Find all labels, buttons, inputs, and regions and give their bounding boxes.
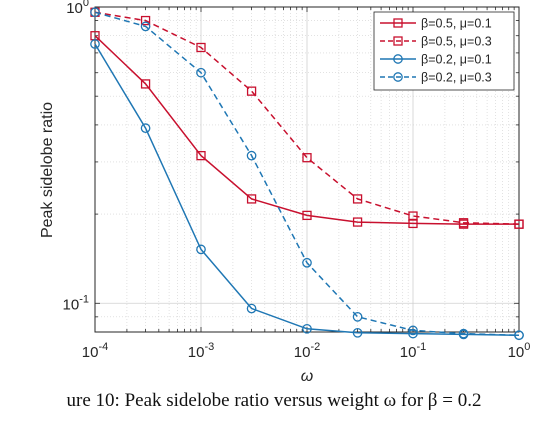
data-point bbox=[196, 150, 206, 161]
data-point bbox=[514, 219, 524, 229]
data-point bbox=[458, 218, 469, 228]
data-point bbox=[302, 153, 312, 163]
x-tick-label: 100 bbox=[508, 341, 531, 361]
x-tick-labels: 10-4 10-3 10-2 10-1 100 bbox=[82, 341, 531, 361]
data-point bbox=[514, 330, 524, 341]
line-chart: 10-4 10-3 10-2 10-1 100 10-1 100 ω Peak sidel… bbox=[39, 0, 531, 385]
data-point bbox=[140, 123, 151, 134]
data-point bbox=[352, 194, 363, 204]
y-tick-label: 10-1 bbox=[63, 293, 89, 313]
y-tick-labels: 10-1 100 bbox=[63, 0, 89, 313]
series-line bbox=[94, 35, 519, 225]
data-point bbox=[196, 67, 206, 78]
figure-caption: ure 10: Peak sidelobe ratio versus weigh… bbox=[66, 390, 482, 411]
legend: β=0.5, μ=0.1 β=0.5, μ=0.3 β=0.2, μ=0.1 β=0.… bbox=[373, 11, 515, 91]
data-point bbox=[302, 323, 312, 334]
legend-entry: β=0.5, μ=0.1 bbox=[380, 17, 492, 31]
data-point bbox=[246, 86, 257, 96]
legend-marker bbox=[393, 72, 403, 82]
legend-marker bbox=[393, 54, 403, 64]
data-point bbox=[246, 194, 257, 204]
data-point bbox=[352, 217, 363, 227]
legend-marker bbox=[393, 36, 403, 46]
data-point bbox=[408, 328, 418, 339]
axis-ticks bbox=[94, 7, 519, 333]
data-point bbox=[140, 21, 151, 32]
y-axis-label: Peak sidelobe ratio bbox=[39, 102, 56, 238]
data-point bbox=[458, 328, 469, 339]
grid bbox=[94, 7, 519, 333]
legend-label: β=0.2, μ=0.1 bbox=[421, 53, 492, 67]
data-point bbox=[408, 325, 418, 336]
legend-entry: β=0.2, μ=0.1 bbox=[380, 53, 492, 67]
x-axis-label: ω bbox=[301, 368, 313, 385]
series-line bbox=[94, 11, 520, 225]
data-point bbox=[90, 39, 100, 49]
data-point bbox=[302, 257, 312, 268]
data-point bbox=[352, 311, 363, 322]
data-point bbox=[140, 79, 151, 89]
series-line bbox=[94, 43, 520, 337]
x-tick-label: 10-4 bbox=[82, 341, 108, 361]
data-point bbox=[196, 244, 206, 255]
data-point bbox=[302, 210, 312, 221]
data-point bbox=[246, 150, 257, 161]
x-tick-label: 10-3 bbox=[188, 341, 214, 361]
data-point bbox=[90, 7, 100, 18]
legend-marker bbox=[393, 18, 403, 28]
y-tick-label: 100 bbox=[66, 0, 89, 17]
data-point bbox=[196, 42, 206, 53]
legend-entry: β=0.2, μ=0.3 bbox=[380, 71, 492, 85]
legend-entry: β=0.5, μ=0.3 bbox=[380, 35, 492, 49]
series-4 bbox=[90, 7, 524, 341]
x-tick-label: 10-2 bbox=[294, 341, 320, 361]
series-line bbox=[94, 11, 520, 337]
data-point bbox=[140, 15, 151, 26]
legend-label: β=0.5, μ=0.3 bbox=[421, 35, 492, 49]
data-point bbox=[246, 303, 257, 314]
legend-label: β=0.5, μ=0.1 bbox=[421, 17, 492, 31]
series-layer bbox=[90, 7, 524, 341]
data-point bbox=[408, 211, 418, 221]
data-point bbox=[352, 327, 363, 338]
legend-label: β=0.2, μ=0.3 bbox=[421, 71, 492, 85]
x-tick-label: 10-1 bbox=[400, 341, 426, 361]
